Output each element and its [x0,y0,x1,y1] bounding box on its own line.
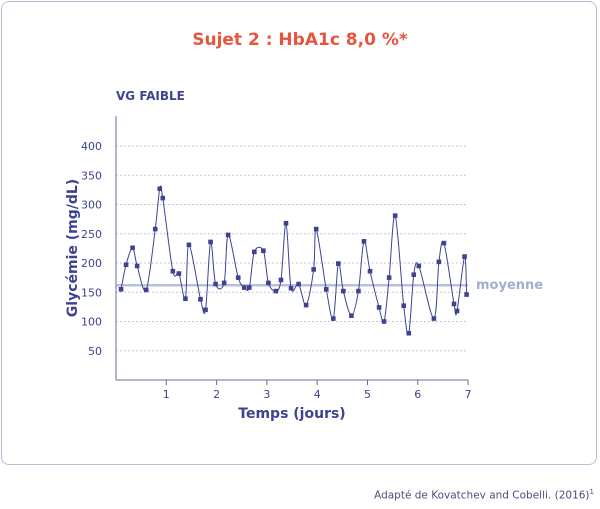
mean-label: moyenne [476,278,543,293]
data-point [152,226,158,232]
data-point [266,280,271,286]
data-point [441,240,447,246]
data-point [273,288,279,294]
data-point [143,287,149,293]
source-citation: Adapté de Kovatchev and Cobelli. (2016)1 [374,488,594,502]
data-point [198,296,203,302]
data-point [464,292,469,297]
data-point [381,319,387,324]
x-tick-label: 4 [314,388,321,401]
data-point [392,213,398,218]
data-point [283,220,289,226]
glycemia-series-line [120,185,468,335]
data-point [157,186,163,192]
data-point [183,296,188,301]
data-point [330,316,336,321]
data-point [241,285,247,290]
y-tick-label: 150 [81,286,102,299]
data-point [303,302,309,308]
y-tick-label: 350 [81,169,102,182]
data-point [311,267,316,272]
data-point [221,280,227,286]
y-tick-label: 200 [81,257,102,270]
data-point [246,285,252,290]
x-tick-label: 5 [364,388,371,401]
data-point [123,262,129,268]
data-point [436,259,442,265]
data-point [349,313,354,318]
data-point [261,248,266,254]
data-point [462,254,467,259]
data-point [208,239,213,245]
data-point [118,287,124,292]
y-axis-title: Glycémie (mg/dL) [65,179,81,317]
data-point [431,316,437,321]
data-point [323,287,329,292]
data-point [203,307,208,313]
chart-card [1,1,597,465]
data-point [386,275,392,280]
y-tick-label: 250 [81,228,102,241]
x-tick-label: 3 [263,388,270,401]
x-tick-label: 2 [213,388,220,401]
data-point [225,232,231,238]
data-point [130,245,135,251]
x-axis-title: Temps (jours) [238,406,345,422]
source-text: Adapté de Kovatchev and Cobelli. (2016) [374,489,590,502]
data-point [213,281,218,287]
data-point [416,263,422,269]
data-point [411,272,417,277]
data-point [361,239,367,244]
x-tick-label: 6 [414,388,421,401]
data-point [235,275,241,280]
data-point [134,263,140,269]
data-point [288,285,294,291]
data-point [313,226,319,232]
data-point [356,288,361,294]
data-point [278,277,284,283]
y-tick-label: 400 [81,140,102,153]
data-point [186,242,192,248]
chart-subtitle: VG FAIBLE [116,89,185,103]
source-ref: 1 [589,488,594,496]
data-point [170,268,176,274]
data-point [252,249,257,255]
data-point [367,268,373,274]
data-point [160,195,166,201]
data-point [336,261,341,266]
data-point [451,301,457,307]
chart-title: Sujet 2 : HbA1c 8,0 %* [192,30,408,50]
y-tick-label: 300 [81,199,102,212]
data-point [341,288,346,294]
x-tick-label: 1 [163,388,170,401]
y-tick-label: 100 [81,316,102,329]
data-point [406,330,412,336]
data-point [401,303,407,309]
data-point [376,305,382,310]
data-point [176,271,182,276]
y-tick-label: 50 [88,345,102,358]
data-point [454,308,460,314]
x-tick-label: 7 [465,388,472,401]
data-point [296,281,301,287]
